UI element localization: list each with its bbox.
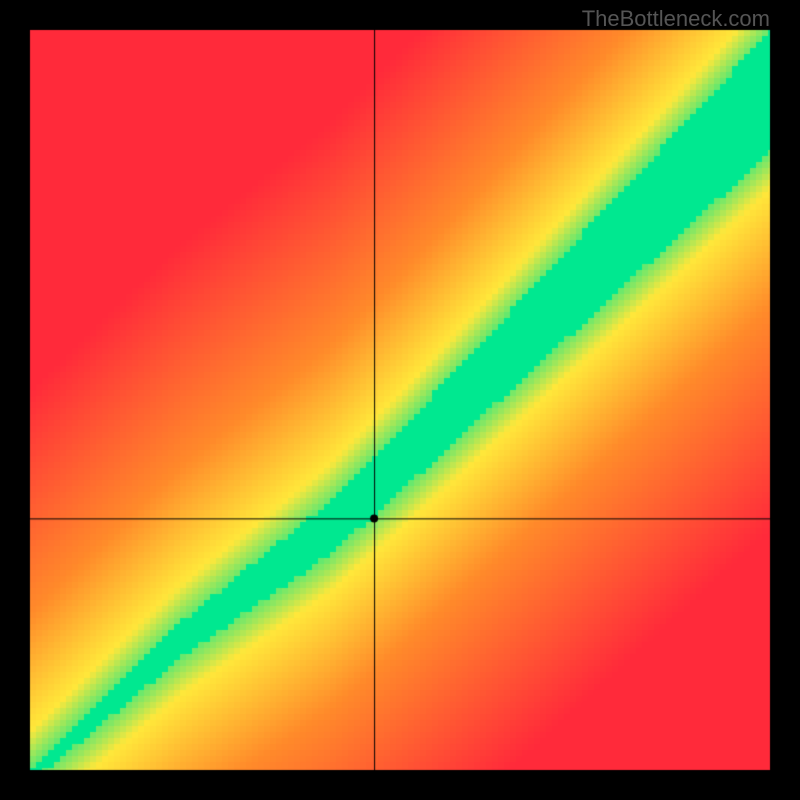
watermark-label: TheBottleneck.com [582, 6, 770, 32]
bottleneck-heatmap [0, 0, 800, 800]
